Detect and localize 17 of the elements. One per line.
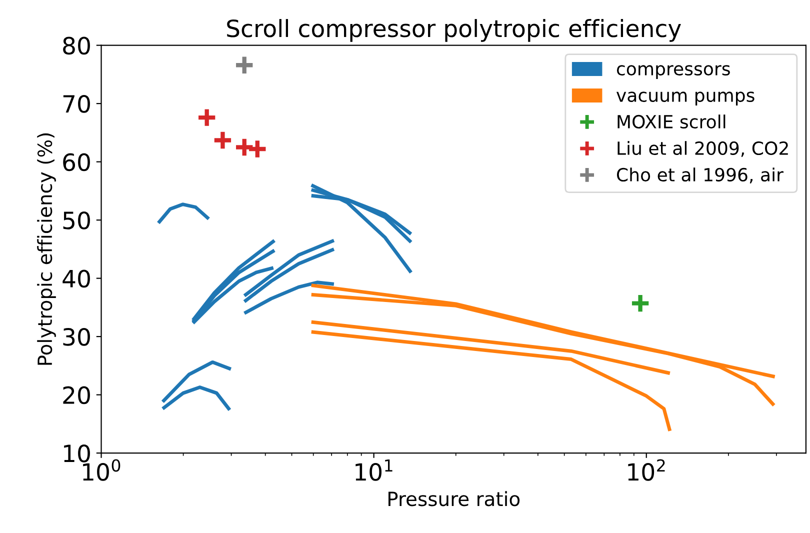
y-tick-label: 80 <box>63 36 90 55</box>
y-tick-label: 70 <box>63 95 90 113</box>
y-tick-label: 60 <box>63 153 90 172</box>
legend-label: vacuum pumps <box>616 92 754 106</box>
y-axis-title: Polytropic efficiency (%) <box>37 133 56 365</box>
x-axis-title: Pressure ratio <box>388 491 520 506</box>
legend-label: Liu et al 2009, CO2 <box>618 141 788 157</box>
legend-label: compressors <box>616 65 730 80</box>
y-tick-label: 30 <box>63 328 90 346</box>
chart-title: Scroll compressor polytropic efficiency <box>227 19 681 42</box>
legend-label: Cho et al 1996, air <box>616 168 784 184</box>
x-tick-label: 10$^{2}$ <box>628 459 665 481</box>
y-tick-label: 20 <box>63 386 90 404</box>
y-tick-label: 50 <box>63 212 90 230</box>
legend-label: MOXIE scroll <box>618 114 726 129</box>
x-tick-label: 10$^{1}$ <box>356 459 392 481</box>
y-tick-label: 40 <box>62 270 90 288</box>
